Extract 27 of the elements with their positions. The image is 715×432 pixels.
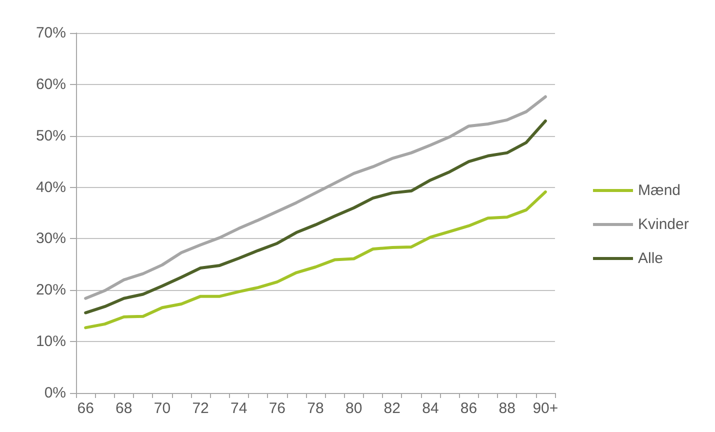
line-series xyxy=(84,190,547,330)
x-tick-label: 76 xyxy=(268,400,286,417)
line-series xyxy=(84,95,547,300)
x-tick-label: 78 xyxy=(307,400,324,417)
x-tick-label: 86 xyxy=(460,400,478,417)
y-tick-label: 0% xyxy=(44,384,66,402)
x-tick-label: 80 xyxy=(345,400,362,417)
y-tick-label: 70% xyxy=(36,24,66,42)
x-tick-label: 68 xyxy=(116,400,132,417)
legend-label: Alle xyxy=(638,250,664,267)
legend-label: Kvinder xyxy=(638,216,689,233)
y-tick-label: 10% xyxy=(36,333,66,350)
y-tick-label: 50% xyxy=(36,127,66,144)
x-tick-label: 82 xyxy=(384,400,400,417)
x-tick-label: 66 xyxy=(77,400,94,417)
x-tick-label: 90+ xyxy=(532,400,558,417)
line-series xyxy=(84,119,547,314)
legend-label: Mænd xyxy=(638,182,681,199)
y-tick-label: 20% xyxy=(36,282,66,299)
x-tick-label: 72 xyxy=(192,400,209,417)
x-tick-label: 70 xyxy=(154,400,171,417)
y-tick-label: 30% xyxy=(36,230,66,248)
x-tick-label: 88 xyxy=(498,400,516,417)
x-tick-label: 84 xyxy=(422,400,439,417)
x-tick-label: 74 xyxy=(230,400,248,417)
y-tick-label: 40% xyxy=(36,178,66,196)
y-tick-label: 60% xyxy=(36,76,66,93)
